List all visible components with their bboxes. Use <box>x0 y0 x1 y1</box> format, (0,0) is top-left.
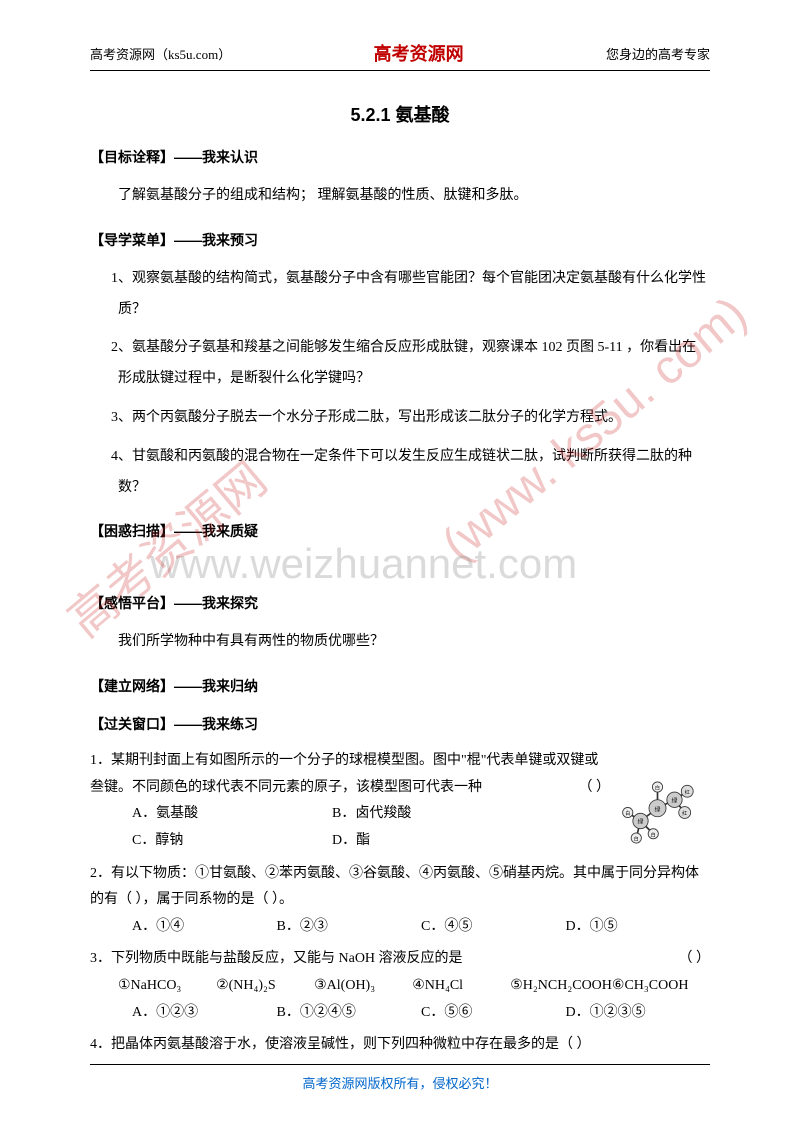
q1-paren: （ ） <box>579 775 611 802</box>
q3-opt-d: D．①②③⑤ <box>566 1000 711 1027</box>
q3-chemicals: ①NaHCO₃ ②(NH₄)₂S ③Al(OH)₃ ④NH₄Cl ⑤H₂NCH₂… <box>90 973 710 1000</box>
q3-text: 3．下列物质中既能与盐酸反应，又能与 NaOH 溶液反应的是 （ ） <box>90 946 710 973</box>
header-center-brand: 高考资源网 <box>374 40 464 66</box>
section-practice-header: 【过关窗口】——我来练习 <box>90 714 710 734</box>
question-3: 3．下列物质中既能与盐酸反应，又能与 NaOH 溶液反应的是 （ ） ①NaHC… <box>90 946 710 1026</box>
atom-label: 白 <box>651 831 656 838</box>
chem-1: ①NaHCO₃ <box>118 973 216 1000</box>
q2-opt-b: B．②③ <box>277 914 422 941</box>
section-network-header: 【建立网络】——我来归纳 <box>90 676 710 696</box>
molecule-diagram: 绿 绿 绿 白 白 白 白 红 红 <box>615 770 700 855</box>
goal-text: 了解氨基酸分子的组成和结构； 理解氨基酸的性质、肽键和多肽。 <box>90 181 710 212</box>
q4-text: 4．把晶体丙氨基酸溶于水，使溶液呈碱性，则下列四种微粒中存在最多的是（ ） <box>90 1032 710 1059</box>
atom-label: 绿 <box>638 818 644 826</box>
atom-label: 绿 <box>672 796 678 804</box>
q3-body: 3．下列物质中既能与盐酸反应，又能与 NaOH 溶液反应的是 <box>90 951 463 966</box>
main-title: 5.2.1 氨基酸 <box>90 101 710 127</box>
q1-body: 1．某期刊封面上有如图所示的一个分子的球棍模型图。图中"棍"代表单键或双键或叁键… <box>90 753 598 795</box>
q2-opt-d: D．①⑤ <box>566 914 711 941</box>
insight-text: 我们所学物种中有具有两性的物质优哪些？ <box>90 627 710 658</box>
chem-4: ④NH₄Cl <box>412 973 510 1000</box>
atom-label: 白 <box>655 785 660 792</box>
section-insight-header: 【感悟平台】——我来探究 <box>90 593 710 613</box>
guide-item-3: 3、两个丙氨酸分子脱去一个水分子形成二肽，写出形成该二肽分子的化学方程式。 <box>90 403 710 434</box>
header-right: 您身边的高考专家 <box>606 44 710 63</box>
q2-options: A．①④ B．②③ C．④⑤ D．①⑤ <box>90 914 710 941</box>
q3-opt-a: A．①②③ <box>132 1000 277 1027</box>
atom-label: 白 <box>634 836 639 843</box>
q2-opt-a: A．①④ <box>132 914 277 941</box>
atom-label: 红 <box>682 810 687 817</box>
page-header: 高考资源网（ks5u.com） 高考资源网 您身边的高考专家 <box>90 40 710 71</box>
chem-2: ②(NH₄)₂S <box>216 973 314 1000</box>
section-guide-header: 【导学菜单】——我来预习 <box>90 230 710 250</box>
atom-label: 绿 <box>655 806 661 814</box>
atom-label: 白 <box>625 810 630 817</box>
q1-opt-a: A．氨基酸 <box>132 801 332 828</box>
q1-opt-d: D．酯 <box>332 828 532 855</box>
q3-opt-b: B．①②④⑤ <box>277 1000 422 1027</box>
page-footer: 高考资源网版权所有，侵权必究！ <box>90 1064 710 1092</box>
section-puzzle-header: 【困惑扫描】——我来质疑 <box>90 521 710 541</box>
section-goal-header: 【目标诠释】——我来认识 <box>90 147 710 167</box>
question-2: 2．有以下物质：①甘氨酸、②苯丙氨酸、③谷氨酸、④丙氨酸、⑤硝基丙烷。其中属于同… <box>90 861 710 941</box>
q2-text: 2．有以下物质：①甘氨酸、②苯丙氨酸、③谷氨酸、④丙氨酸、⑤硝基丙烷。其中属于同… <box>90 861 710 914</box>
atom-label: 红 <box>685 789 690 796</box>
chem-6: ⑥CH₃COOH <box>612 973 710 1000</box>
question-4: 4．把晶体丙氨基酸溶于水，使溶液呈碱性，则下列四种微粒中存在最多的是（ ） <box>90 1032 710 1059</box>
guide-item-1: 1、观察氨基酸的结构简式，氨基酸分子中含有哪些官能团？每个官能团决定氨基酸有什么… <box>90 264 710 326</box>
chem-3: ③Al(OH)₃ <box>314 973 412 1000</box>
q3-paren: （ ） <box>679 946 711 973</box>
q3-opt-c: C．⑤⑥ <box>421 1000 566 1027</box>
q1-opt-c: C．醇钠 <box>132 828 332 855</box>
header-left: 高考资源网（ks5u.com） <box>90 44 231 63</box>
chem-5: ⑤H₂NCH₂COOH <box>510 973 612 1000</box>
guide-item-4: 4、甘氨酸和丙氨酸的混合物在一定条件下可以发生反应生成链状二肽，试判断所获得二肽… <box>90 442 710 504</box>
q3-options: A．①②③ B．①②④⑤ C．⑤⑥ D．①②③⑤ <box>90 1000 710 1027</box>
q1-opt-b: B．卤代羧酸 <box>332 801 532 828</box>
q2-opt-c: C．④⑤ <box>421 914 566 941</box>
guide-item-2: 2、氨基酸分子氨基和羧基之间能够发生缩合反应形成肽键，观察课本 102 页图 5… <box>90 333 710 395</box>
spacer <box>90 555 710 575</box>
page-container: 高考资源网（ks5u.com） 高考资源网 您身边的高考专家 5.2.1 氨基酸… <box>0 0 800 1103</box>
